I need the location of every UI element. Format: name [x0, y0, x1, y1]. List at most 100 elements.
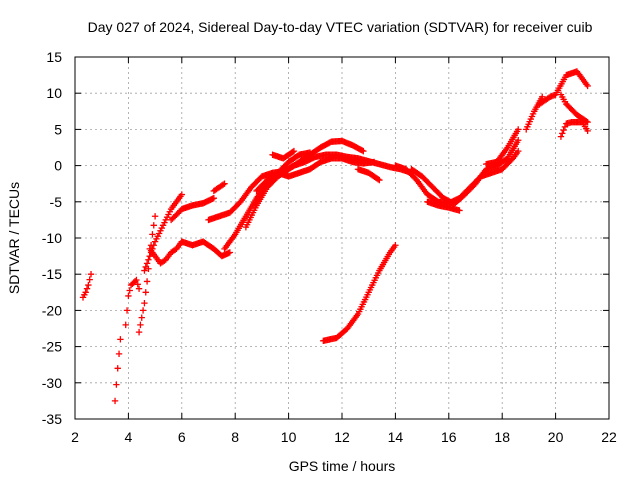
chart-title: Day 027 of 2024, Sidereal Day-to-day VTE…	[88, 19, 593, 35]
y-tick-label: -10	[42, 230, 62, 246]
y-tick-labels: 15 10 5 0 -5 -10 -15 -20 -25 -30 -35	[42, 49, 62, 427]
x-tick-labels: 2 4 6 8 10 12 14 16 18 20 22	[71, 429, 617, 445]
data-point	[584, 118, 591, 126]
data-point	[133, 276, 140, 284]
data-point	[226, 249, 234, 256]
data-point	[138, 314, 145, 321]
data-point	[515, 137, 522, 144]
series-arc-m	[253, 155, 378, 195]
data-point	[83, 285, 91, 292]
series-arc-b	[111, 336, 124, 405]
series-arc-n	[269, 147, 298, 162]
series-arc-i	[210, 180, 228, 195]
data-point	[290, 147, 298, 155]
data-point	[141, 267, 148, 274]
series-arc-s	[424, 198, 463, 214]
data-point	[456, 207, 463, 214]
y-axis-label: SDTVAR / TECUs	[6, 182, 22, 294]
data-point	[123, 307, 131, 314]
series-arc-o	[354, 166, 383, 184]
data-point	[151, 213, 159, 220]
series-arc-a	[79, 271, 95, 301]
x-tick-label: 16	[441, 429, 457, 445]
data-marks	[79, 68, 591, 405]
data-point	[82, 289, 89, 296]
data-point	[114, 365, 121, 372]
data-point	[515, 147, 522, 155]
x-tick-label: 6	[178, 429, 186, 445]
y-tick-label: -30	[42, 375, 62, 391]
y-tick-label: -20	[42, 302, 62, 318]
x-tick-label: 8	[231, 429, 239, 445]
data-point	[146, 252, 153, 260]
data-point	[560, 126, 567, 134]
data-point	[289, 148, 296, 156]
data-point	[135, 285, 143, 292]
data-point	[115, 350, 123, 358]
data-point	[392, 242, 399, 249]
data-point	[143, 260, 151, 267]
x-tick-label: 2	[71, 429, 79, 445]
series-arc-w	[557, 91, 591, 126]
data-point	[85, 281, 92, 289]
x-tick-label: 14	[388, 429, 404, 445]
data-point	[126, 287, 133, 294]
data-point	[561, 123, 569, 131]
y-tick-label: 15	[46, 49, 62, 65]
x-tick-label: 4	[125, 429, 133, 445]
x-axis-label: GPS time / hours	[289, 458, 396, 474]
data-point	[539, 93, 546, 101]
data-point	[134, 281, 141, 288]
y-tick-label: 5	[54, 121, 62, 137]
data-point	[515, 126, 522, 133]
y-tick-label: -5	[50, 194, 63, 210]
plot-frame	[74, 56, 610, 420]
series-arc-x	[557, 118, 591, 140]
data-point	[142, 289, 149, 296]
data-point	[557, 133, 565, 140]
series-arc-p	[320, 242, 399, 345]
data-point	[221, 180, 228, 187]
data-point	[376, 176, 383, 184]
data-point	[145, 256, 152, 263]
data-point	[113, 381, 120, 388]
data-point	[360, 147, 367, 155]
y-tick-label: -35	[42, 411, 62, 427]
x-tick-label: 18	[494, 429, 510, 445]
data-point	[87, 271, 95, 278]
data-point	[122, 321, 129, 329]
data-point	[374, 176, 382, 183]
data-point	[139, 307, 147, 314]
y-tick-label: 10	[46, 85, 62, 101]
data-point	[135, 328, 143, 336]
data-point	[584, 82, 591, 90]
x-tick-label: 20	[548, 429, 564, 445]
data-point	[137, 321, 144, 329]
data-point	[141, 299, 148, 307]
data-point	[584, 127, 591, 135]
data-point	[117, 336, 124, 343]
data-point	[125, 292, 132, 300]
data-point	[210, 194, 218, 202]
y-tick-label: -25	[42, 339, 62, 355]
series-arc-h	[178, 238, 234, 260]
data-point	[143, 278, 151, 285]
series-arc-t	[482, 126, 522, 168]
series-arc-c	[122, 276, 143, 329]
y-tick-label: 0	[54, 158, 62, 174]
data-point	[142, 263, 149, 271]
data-point	[150, 222, 157, 229]
series-arc-v	[536, 68, 591, 108]
data-point	[559, 130, 566, 137]
data-point	[86, 276, 93, 283]
data-point	[370, 158, 378, 166]
x-tick-label: 12	[334, 429, 350, 445]
series-arc-f	[146, 238, 185, 267]
x-tick-label: 22	[601, 429, 617, 445]
data-point	[219, 181, 227, 188]
data-point	[111, 397, 119, 405]
data-point	[583, 118, 590, 125]
data-point	[178, 191, 185, 198]
